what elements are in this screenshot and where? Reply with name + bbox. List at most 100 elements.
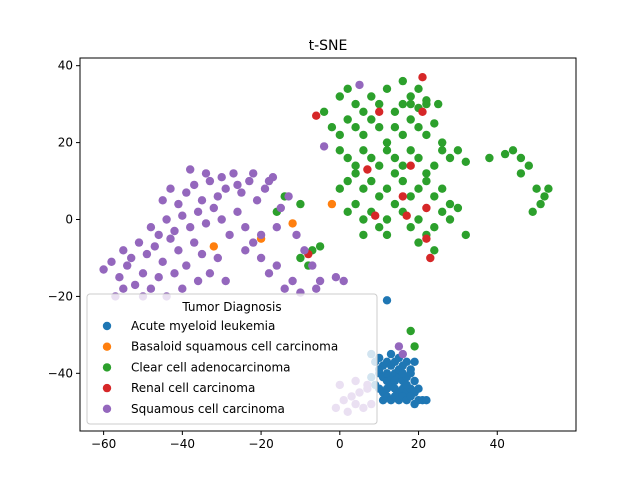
- legend-label: Clear cell adenocarcinoma: [131, 360, 291, 374]
- legend-entry-renal-cell-carcinoma: Renal cell carcinoma: [102, 381, 255, 395]
- data-point: [382, 146, 392, 155]
- data-point: [382, 84, 392, 94]
- data-point: [343, 176, 352, 186]
- data-point: [213, 192, 222, 201]
- data-point: [402, 357, 411, 366]
- data-point: [382, 230, 392, 240]
- data-point: [327, 123, 337, 132]
- data-point: [351, 199, 360, 209]
- data-point: [406, 369, 415, 378]
- data-point: [390, 123, 400, 132]
- data-point: [134, 238, 144, 247]
- data-point: [312, 111, 321, 120]
- y-tick-label: 0: [65, 213, 73, 227]
- data-point: [170, 269, 179, 278]
- data-point: [461, 230, 470, 240]
- data-point: [508, 146, 518, 155]
- data-point: [245, 176, 254, 186]
- data-point: [190, 238, 199, 247]
- legend-box: [86, 293, 378, 425]
- data-point: [418, 73, 427, 82]
- data-point: [410, 376, 419, 386]
- data-point: [445, 153, 455, 163]
- data-point: [146, 284, 156, 293]
- data-point: [296, 253, 305, 263]
- data-point: [414, 153, 423, 163]
- legend-title: Tumor Diagnosis: [181, 300, 281, 314]
- data-point: [315, 276, 325, 286]
- data-point: [343, 207, 352, 216]
- legend-entry-basaloid-squamous-cell-carcinoma: Basaloid squamous cell carcinoma: [102, 340, 338, 354]
- data-point: [197, 249, 207, 259]
- data-point: [430, 246, 439, 255]
- data-point: [154, 230, 163, 240]
- data-point: [359, 215, 368, 224]
- data-point: [398, 192, 407, 201]
- x-tick-label: −60: [91, 437, 116, 451]
- legend-entry-squamous-cell-carcinoma: Squamous cell carcinoma: [102, 402, 285, 416]
- data-point: [99, 265, 108, 274]
- data-point: [256, 253, 266, 263]
- data-point: [390, 199, 400, 209]
- data-point: [422, 203, 431, 213]
- data-point: [166, 234, 175, 243]
- data-point: [500, 149, 510, 159]
- data-point: [343, 115, 352, 124]
- data-point: [422, 99, 431, 109]
- chart-title: t-SNE: [309, 38, 348, 54]
- data-point: [359, 107, 368, 117]
- data-point: [351, 123, 360, 132]
- data-point: [205, 269, 215, 278]
- data-point: [252, 196, 262, 205]
- data-point: [182, 188, 191, 197]
- x-tick-label: 20: [411, 437, 426, 451]
- data-point: [359, 146, 368, 155]
- data-point: [398, 369, 407, 378]
- x-tick-label: −40: [170, 437, 195, 451]
- data-point: [233, 180, 242, 190]
- data-point: [414, 123, 423, 132]
- legend-marker: [102, 321, 112, 331]
- data-point: [343, 153, 352, 163]
- data-point: [430, 223, 439, 232]
- data-point: [410, 357, 419, 366]
- data-point: [406, 146, 415, 155]
- data-point: [422, 169, 431, 178]
- data-point: [197, 196, 207, 205]
- data-point: [119, 246, 128, 255]
- data-point: [308, 261, 317, 270]
- data-point: [272, 261, 281, 270]
- data-point: [237, 188, 246, 197]
- data-point: [382, 296, 392, 305]
- legend-entry-clear-cell-adenocarcinoma: Clear cell adenocarcinoma: [102, 360, 291, 374]
- data-point: [445, 199, 455, 209]
- data-point: [516, 153, 526, 163]
- legend-label: Basaloid squamous cell carcinoma: [131, 340, 338, 354]
- data-point: [375, 107, 384, 117]
- data-point: [115, 273, 124, 282]
- data-point: [406, 192, 415, 201]
- data-point: [359, 184, 368, 193]
- data-point: [241, 223, 250, 232]
- data-point: [319, 142, 329, 151]
- legend-entry-acute-myeloid-leukemia: Acute myeloid leukemia: [102, 319, 275, 333]
- legend-marker: [102, 342, 112, 351]
- x-tick-label: −20: [248, 437, 273, 451]
- data-point: [430, 161, 439, 170]
- data-point: [438, 207, 447, 216]
- data-point: [170, 226, 179, 236]
- data-point: [130, 280, 140, 290]
- data-point: [300, 246, 309, 255]
- data-point: [256, 230, 266, 240]
- data-point: [544, 184, 553, 193]
- data-point: [312, 284, 321, 293]
- legend-marker: [102, 404, 112, 413]
- data-point: [485, 153, 494, 163]
- data-point: [201, 219, 211, 228]
- legend-marker: [102, 363, 112, 372]
- data-point: [249, 169, 258, 178]
- data-point: [394, 342, 404, 351]
- plot-frame: [79, 57, 577, 432]
- data-point: [335, 184, 344, 193]
